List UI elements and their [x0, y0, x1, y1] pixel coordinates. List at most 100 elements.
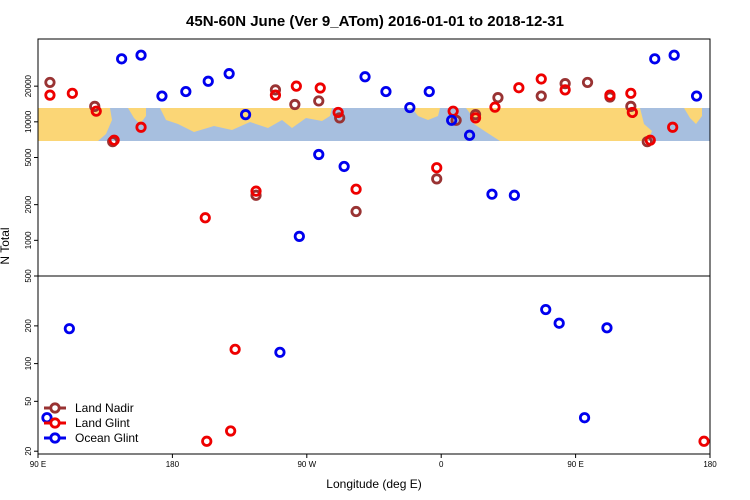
land-glint-point	[644, 134, 656, 146]
land-nadir-point	[625, 100, 637, 112]
map-land-kamchatka-2	[684, 108, 702, 124]
land-nadir-point	[559, 78, 571, 90]
land-glint-point	[469, 112, 482, 124]
land-glint-point	[604, 89, 616, 101]
land-nadir-point	[289, 98, 301, 111]
ocean-glint-point	[223, 68, 235, 80]
land-glint-point	[225, 425, 237, 437]
land-nadir-point	[581, 76, 594, 89]
land-glint-point	[535, 73, 547, 85]
x-tick-label: 0	[439, 460, 444, 469]
x-tick-label: 90 W	[297, 460, 316, 469]
land-glint-point	[108, 134, 120, 146]
y-tick-label: 1000	[24, 231, 33, 249]
ocean-glint-point	[63, 323, 75, 335]
land-glint-point	[667, 121, 679, 133]
ocean-glint-point	[41, 412, 53, 424]
y-tick-label: 500	[24, 269, 33, 283]
ocean-glint-point	[508, 189, 520, 201]
land-glint-point	[698, 435, 710, 447]
land-glint-point	[314, 82, 326, 94]
ocean-glint-point	[463, 129, 476, 141]
ocean-glint-point	[313, 148, 325, 161]
land-glint-point	[250, 185, 262, 197]
ocean-glint-point	[202, 75, 214, 87]
plot-frame	[37, 38, 711, 455]
ocean-glint-point	[486, 188, 498, 200]
land-nadir-point	[350, 205, 362, 218]
y-tick-label: 200	[24, 319, 33, 333]
ocean-glint-point	[649, 53, 661, 65]
ocean-glint-legend-label: Ocean Glint	[75, 431, 139, 445]
y-tick-label: 5000	[24, 148, 33, 166]
world-map-band	[38, 108, 710, 141]
land-glint-point	[229, 343, 241, 355]
land-glint-point	[44, 89, 56, 101]
land-glint-point	[431, 162, 443, 174]
ocean-glint-point	[180, 85, 192, 98]
land-glint-point	[199, 212, 211, 224]
land-glint-point	[625, 87, 637, 99]
x-tick-label: 180	[703, 460, 717, 469]
ocean-glint-point	[135, 49, 147, 61]
map-land-greenland	[412, 108, 440, 120]
map-land-europe-asia	[466, 108, 652, 141]
land-nadir-point	[269, 84, 282, 96]
y-ticks-lower: 20 50 100 200	[24, 319, 38, 456]
x-ticks: 90 E 180 90 W 0 90 E 180	[30, 454, 717, 469]
x-axis-title: Longitude (deg E)	[326, 477, 421, 491]
y-tick-label: 10000	[24, 110, 33, 133]
ocean-glint-point	[578, 412, 591, 424]
chart-title: 45N-60N June (Ver 9_ATom) 2016-01-01 to …	[186, 13, 564, 30]
land-nadir-point	[450, 114, 462, 126]
ocean-glint-point	[359, 71, 371, 83]
ocean-glint-point	[338, 160, 350, 173]
land-glint-point	[513, 82, 525, 94]
land-glint-point	[626, 106, 638, 119]
land-glint-point	[66, 87, 78, 99]
ocean-glint-point	[690, 90, 703, 102]
y-ticks-upper: 500 1000 2000 5000 10000 20000	[24, 74, 38, 283]
land-nadir-point	[535, 90, 547, 102]
land-glint-legend-marker	[49, 417, 61, 429]
land-glint-point	[559, 84, 571, 96]
land-glint-point	[201, 435, 213, 447]
ocean-glint-legend-marker	[49, 432, 61, 444]
x-tick-label: 180	[166, 460, 180, 469]
data-points	[41, 49, 710, 447]
ocean-glint-point	[404, 101, 416, 114]
land-nadir-point	[44, 76, 56, 89]
land-nadir-point	[492, 92, 504, 104]
land-nadir-point	[313, 95, 325, 107]
map-land-kamchatka	[128, 108, 146, 124]
land-glint-point	[350, 183, 362, 195]
y-axis-title: N Total	[0, 227, 12, 264]
ocean-glint-point	[553, 317, 565, 329]
land-glint-point	[135, 121, 147, 133]
x-tick-label: 90 E	[567, 460, 583, 469]
land-glint-legend-label: Land Glint	[75, 416, 130, 430]
land-nadir-legend-marker	[49, 402, 61, 414]
ocean-glint-point	[540, 303, 552, 316]
ocean-glint-point	[380, 85, 392, 98]
land-glint-point	[90, 105, 102, 117]
land-glint-point	[269, 89, 282, 101]
ocean-glint-point	[601, 322, 613, 334]
ocean-glint-point	[116, 53, 128, 65]
ocean-glint-point	[274, 346, 286, 358]
ocean-glint-point	[156, 90, 168, 102]
y-tick-label: 50	[24, 396, 33, 405]
land-glint-point	[489, 101, 501, 113]
land-nadir-legend-label: Land Nadir	[75, 401, 134, 415]
map-land-asia	[38, 108, 112, 141]
ocean-glint-point	[446, 114, 458, 126]
ocean-glint-point	[423, 85, 435, 98]
land-nadir-point	[250, 189, 262, 201]
land-glint-point	[290, 80, 302, 92]
ocean-glint-point	[239, 109, 252, 121]
land-glint-point	[332, 106, 344, 119]
y-tick-label: 20000	[24, 74, 33, 97]
y-tick-label: 20	[24, 446, 33, 455]
y-tick-label: 2000	[24, 195, 33, 213]
